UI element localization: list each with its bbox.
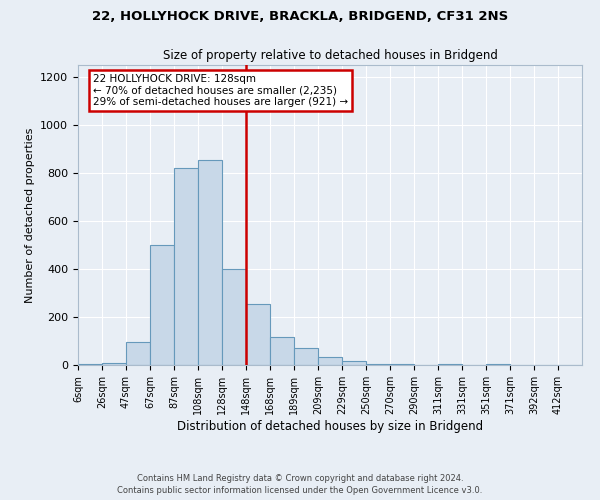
Bar [246, 304, 270, 365]
Bar [78, 364, 102, 365]
Y-axis label: Number of detached properties: Number of detached properties [25, 128, 35, 302]
Bar [294, 348, 318, 365]
Text: 22, HOLLYHOCK DRIVE, BRACKLA, BRIDGEND, CF31 2NS: 22, HOLLYHOCK DRIVE, BRACKLA, BRIDGEND, … [92, 10, 508, 23]
Bar [318, 356, 342, 365]
Bar [198, 160, 222, 365]
Bar [222, 269, 246, 365]
Bar [150, 245, 174, 365]
Bar [438, 364, 462, 365]
Text: Contains HM Land Registry data © Crown copyright and database right 2024.
Contai: Contains HM Land Registry data © Crown c… [118, 474, 482, 495]
Bar [390, 364, 414, 365]
Bar [270, 338, 294, 365]
Bar [486, 364, 510, 365]
Text: 22 HOLLYHOCK DRIVE: 128sqm
← 70% of detached houses are smaller (2,235)
29% of s: 22 HOLLYHOCK DRIVE: 128sqm ← 70% of deta… [93, 74, 348, 107]
Bar [126, 342, 150, 365]
Bar [174, 168, 198, 365]
Title: Size of property relative to detached houses in Bridgend: Size of property relative to detached ho… [163, 50, 497, 62]
Bar [102, 362, 126, 365]
X-axis label: Distribution of detached houses by size in Bridgend: Distribution of detached houses by size … [177, 420, 483, 432]
Bar [342, 362, 366, 365]
Bar [366, 364, 390, 365]
